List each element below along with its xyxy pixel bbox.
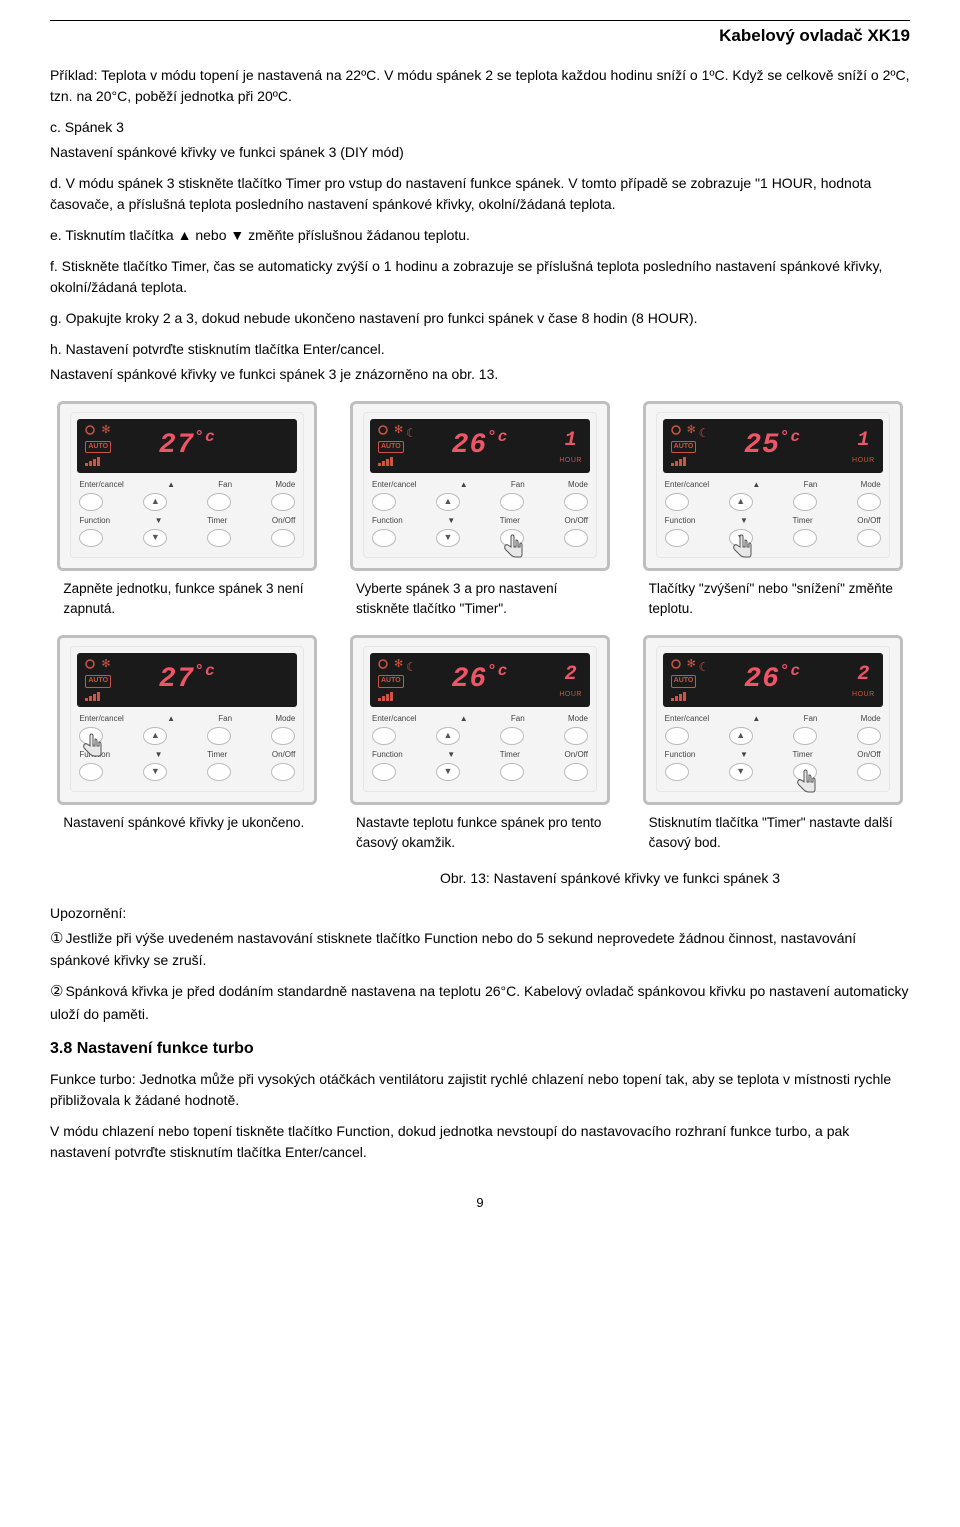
timer-button[interactable] (793, 529, 817, 547)
panel-caption: Nastavení spánkové křivky je ukončeno. (57, 813, 317, 833)
down-button[interactable]: ▼ (436, 529, 460, 547)
controller-panel: ✻ AUTO 27°c Enter/cancel▲FanMode (57, 401, 317, 571)
section38-p2: V módu chlazení nebo topení tiskněte tla… (50, 1121, 910, 1163)
controller-panel: ✻ AUTO 27°c Enter/cancel▲FanMode (57, 635, 317, 805)
panel-col: ✻ AUTO ☾ 26°c 2HOUR Enter/cancel▲FanMode (343, 635, 618, 854)
notice-2-text: Spánková křivka je před dodáním standard… (50, 983, 908, 1022)
down-button[interactable]: ▼ (143, 529, 167, 547)
fan-button[interactable] (500, 493, 524, 511)
controller-panel: ✻ AUTO ☾ 26°c 1HOUR Enter/cancel▲FanMode (350, 401, 610, 571)
figure-caption: Obr. 13: Nastavení spánkové křivky ve fu… (50, 868, 910, 889)
panel-row-1: ✻ AUTO 27°c Enter/cancel▲FanMode (50, 401, 910, 620)
enter-button[interactable] (79, 727, 103, 745)
notice-1: ①Jestliže při výše uvedeném nastavování … (50, 928, 910, 972)
lcd-display: ✻ AUTO 27°c (77, 419, 297, 473)
para-e: e. Tisknutím tlačítka ▲ nebo ▼ změňte př… (50, 225, 910, 246)
down-button[interactable]: ▼ (729, 529, 753, 547)
enter-button[interactable] (665, 727, 689, 745)
fan-button[interactable] (793, 493, 817, 511)
section-heading-38: 3.8 Nastavení funkce turbo (50, 1037, 910, 1061)
lcd-display: ✻ AUTO 27°c (77, 653, 297, 707)
para-fig-ref: Nastavení spánkové křivky ve funkci spán… (50, 364, 910, 385)
timer-button[interactable] (500, 763, 524, 781)
para-f: f. Stiskněte tlačítko Timer, čas se auto… (50, 256, 910, 298)
timer-button[interactable] (207, 763, 231, 781)
para-c: c. Spánek 3 (50, 117, 910, 138)
header-rule (50, 20, 910, 21)
timer-button[interactable] (500, 529, 524, 547)
up-button[interactable]: ▲ (143, 493, 167, 511)
panel-caption: Tlačítky "zvýšení" nebo "snížení" změňte… (643, 579, 903, 620)
panel-caption: Stisknutím tlačítka "Timer" nastavte dal… (643, 813, 903, 854)
notice-2: ②Spánková křivka je před dodáním standar… (50, 981, 910, 1025)
para-h: h. Nastavení potvrďte stisknutím tlačítk… (50, 339, 910, 360)
mode-button[interactable] (857, 493, 881, 511)
para-c2: Nastavení spánkové křivky ve funkci spán… (50, 142, 910, 163)
circled-2-icon: ② (50, 983, 65, 1000)
timer-button[interactable] (793, 763, 817, 781)
mode-button[interactable] (271, 493, 295, 511)
down-button[interactable]: ▼ (436, 763, 460, 781)
notice-1-text: Jestliže při výše uvedeném nastavování s… (50, 930, 856, 969)
panel-col: ✻ AUTO 27°c Enter/cancel▲FanMode (50, 635, 325, 854)
section38-p1: Funkce turbo: Jednotka může při vysokých… (50, 1069, 910, 1111)
controller-panel: ✻ AUTO ☾ 26°c 2HOUR Enter/cancel▲FanMode (350, 635, 610, 805)
onoff-button[interactable] (271, 763, 295, 781)
function-button[interactable] (665, 763, 689, 781)
fan-button[interactable] (207, 727, 231, 745)
panel-caption: Nastavte teplotu funkce spánek pro tento… (350, 813, 610, 854)
lcd-display: ✻ AUTO ☾ 26°c 2HOUR (370, 653, 590, 707)
down-button[interactable]: ▼ (143, 763, 167, 781)
lcd-display: ✻ AUTO ☾ 26°c 1HOUR (370, 419, 590, 473)
panel-caption: Zapněte jednotku, funkce spánek 3 není z… (57, 579, 317, 620)
function-button[interactable] (79, 529, 103, 547)
mode-button[interactable] (564, 727, 588, 745)
panel-row-2: ✻ AUTO 27°c Enter/cancel▲FanMode (50, 635, 910, 854)
panel-caption: Vyberte spánek 3 a pro nastavení stiskně… (350, 579, 610, 620)
mode-button[interactable] (271, 727, 295, 745)
enter-button[interactable] (372, 727, 396, 745)
panel-col: ✻ AUTO ☾ 25°c 1HOUR Enter/cancel▲FanMode (635, 401, 910, 620)
panel-col: ✻ AUTO ☾ 26°c 1HOUR Enter/cancel▲FanMode (343, 401, 618, 620)
function-button[interactable] (79, 763, 103, 781)
function-button[interactable] (372, 529, 396, 547)
function-button[interactable] (372, 763, 396, 781)
up-button[interactable]: ▲ (143, 727, 167, 745)
up-button[interactable]: ▲ (436, 727, 460, 745)
mode-button[interactable] (564, 493, 588, 511)
para-g: g. Opakujte kroky 2 a 3, dokud nebude uk… (50, 308, 910, 329)
onoff-button[interactable] (564, 763, 588, 781)
enter-button[interactable] (665, 493, 689, 511)
onoff-button[interactable] (857, 763, 881, 781)
para-example: Příklad: Teplota v módu topení je nastav… (50, 65, 910, 107)
enter-button[interactable] (79, 493, 103, 511)
controller-panel: ✻ AUTO ☾ 26°c 2HOUR Enter/cancel▲FanMode (643, 635, 903, 805)
fan-button[interactable] (793, 727, 817, 745)
fan-button[interactable] (500, 727, 524, 745)
circled-1-icon: ① (50, 930, 65, 947)
onoff-button[interactable] (857, 529, 881, 547)
mode-button[interactable] (857, 727, 881, 745)
enter-button[interactable] (372, 493, 396, 511)
panel-col: ✻ AUTO 27°c Enter/cancel▲FanMode (50, 401, 325, 620)
fan-button[interactable] (207, 493, 231, 511)
onoff-button[interactable] (564, 529, 588, 547)
up-button[interactable]: ▲ (436, 493, 460, 511)
page-number: 9 (50, 1193, 910, 1213)
up-button[interactable]: ▲ (729, 493, 753, 511)
down-button[interactable]: ▼ (729, 763, 753, 781)
notice-heading: Upozornění: (50, 903, 910, 924)
up-button[interactable]: ▲ (729, 727, 753, 745)
onoff-button[interactable] (271, 529, 295, 547)
panel-col: ✻ AUTO ☾ 26°c 2HOUR Enter/cancel▲FanMode (635, 635, 910, 854)
function-button[interactable] (665, 529, 689, 547)
header-title: Kabelový ovladač XK19 (50, 23, 910, 49)
lcd-display: ✻ AUTO ☾ 25°c 1HOUR (663, 419, 883, 473)
lcd-display: ✻ AUTO ☾ 26°c 2HOUR (663, 653, 883, 707)
para-d: d. V módu spánek 3 stiskněte tlačítko Ti… (50, 173, 910, 215)
controller-panel: ✻ AUTO ☾ 25°c 1HOUR Enter/cancel▲FanMode (643, 401, 903, 571)
timer-button[interactable] (207, 529, 231, 547)
